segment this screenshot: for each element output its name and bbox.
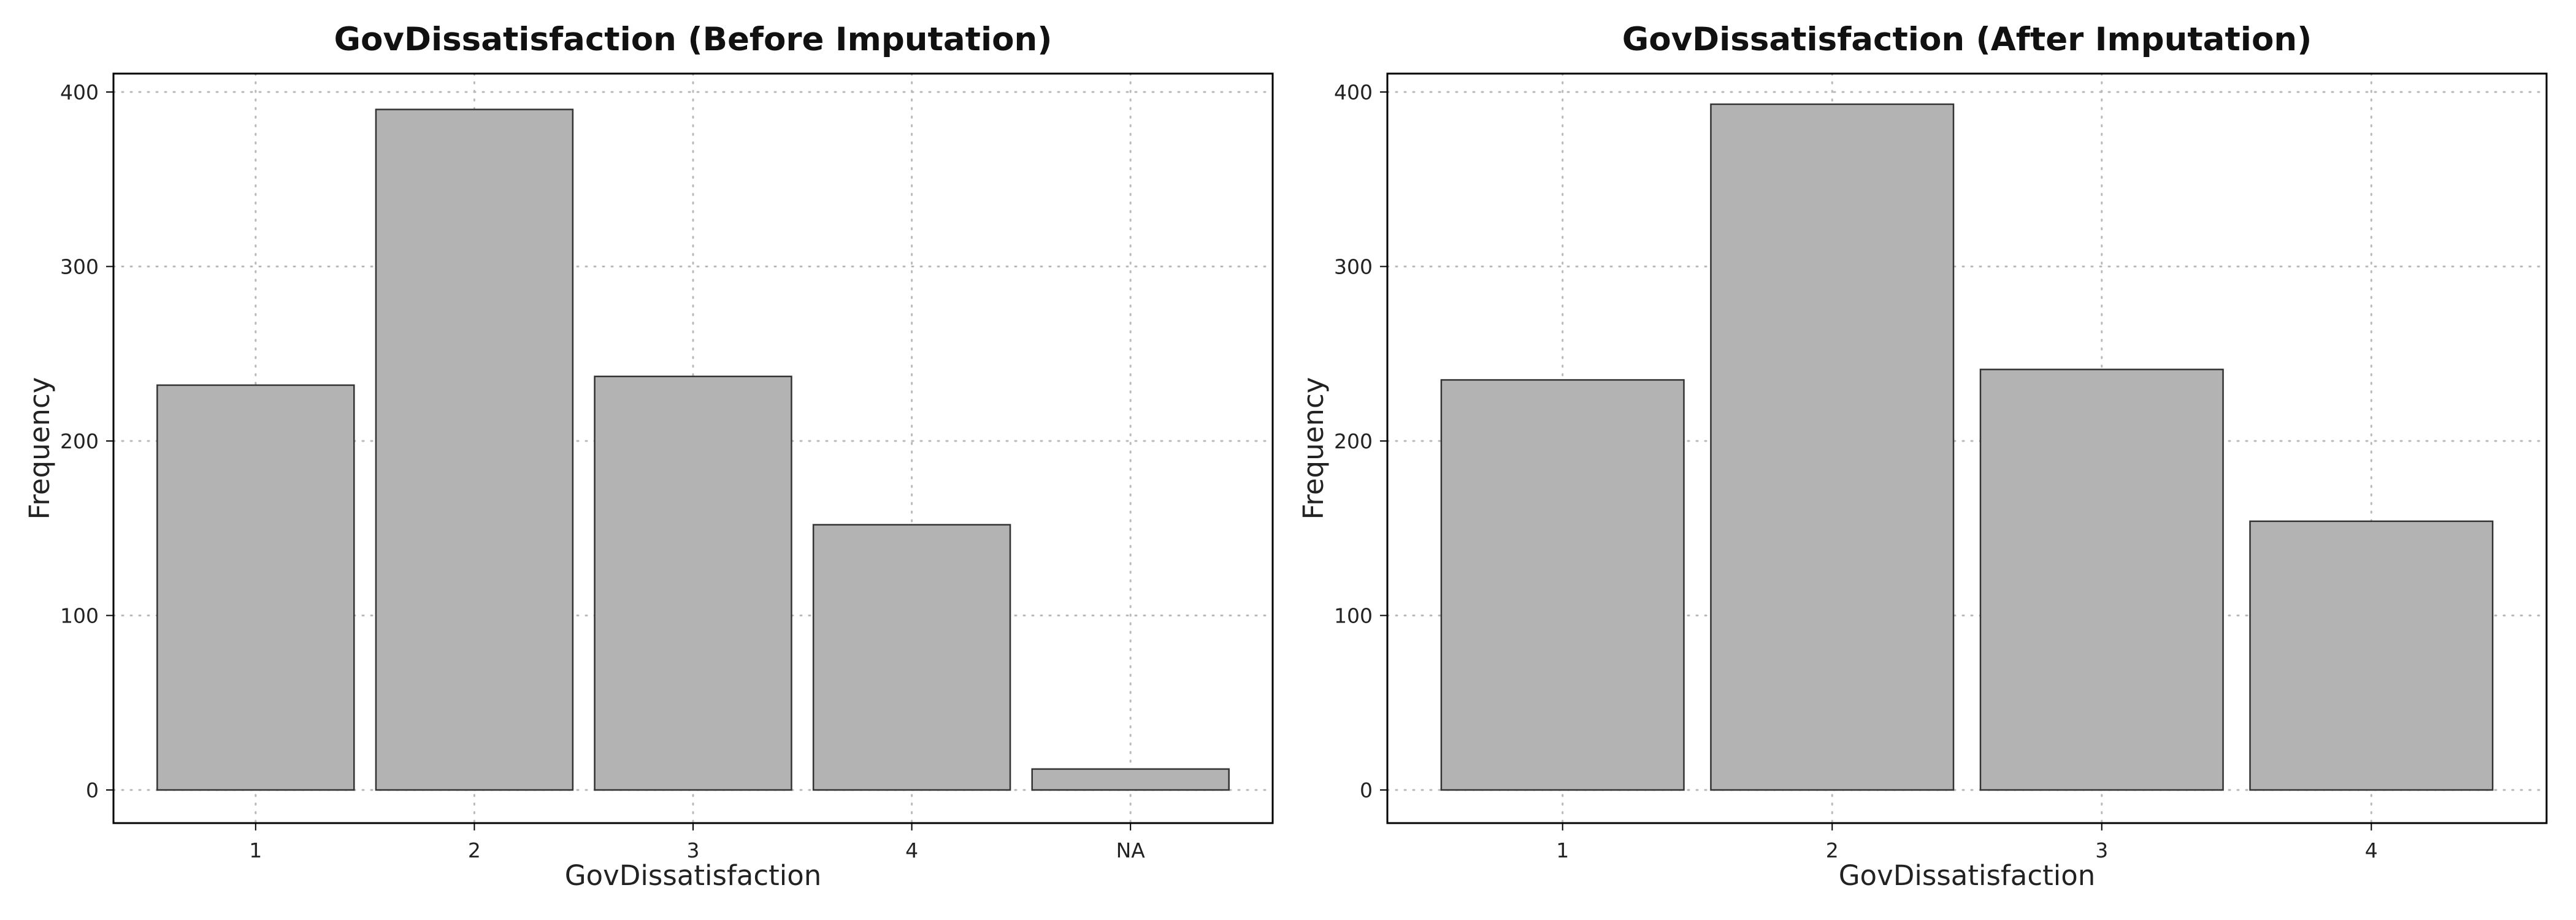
y-tick-label: 300: [60, 255, 99, 279]
x-tick-label: 1: [249, 838, 262, 862]
bar-1: [1440, 379, 1685, 791]
bar-4: [2249, 520, 2494, 791]
chart-title: GovDissatisfaction (Before Imputation): [334, 21, 1052, 58]
bar-3: [1979, 369, 2224, 791]
chart-title: GovDissatisfaction (After Imputation): [1622, 21, 2312, 58]
x-tick-label: 4: [905, 838, 918, 862]
y-tick-label: 100: [60, 604, 99, 628]
x-tick-label: 4: [2365, 838, 2378, 862]
y-axis-label: Frequency: [1297, 377, 1330, 519]
y-ticks: 0 100 200 300 400: [60, 80, 113, 802]
y-tick-label: 0: [1360, 778, 1373, 802]
y-tick-label: 100: [1334, 604, 1373, 628]
x-axis-label: GovDissatisfaction: [565, 859, 822, 892]
x-tick-label: 3: [687, 838, 700, 862]
plot-frame: [1386, 72, 2548, 824]
x-tick-label: 1: [1556, 838, 1569, 862]
bar-2: [375, 109, 574, 791]
bar-1: [156, 384, 355, 791]
chart-before-imputation: 0 100 200 300 400 1 2 3 4 NA GovDissatisfaction (B…: [23, 21, 1274, 892]
chart-after-imputation: 0 100 200 300 400 1 2 3 4 GovDissatisfaction (Aft…: [1297, 21, 2548, 892]
y-axis-label: Frequency: [23, 377, 56, 519]
bars: [1440, 103, 2494, 791]
y-tick-label: 400: [60, 80, 99, 104]
bar-3: [594, 375, 792, 791]
x-axis-label: GovDissatisfaction: [1839, 859, 2096, 892]
x-ticks: 1 2 3 4 NA: [249, 823, 1145, 862]
x-ticks: 1 2 3 4: [1556, 823, 2378, 862]
bars: [156, 109, 1230, 791]
y-tick-label: 400: [1334, 80, 1373, 104]
y-tick-label: 0: [86, 778, 99, 802]
y-tick-label: 300: [1334, 255, 1373, 279]
x-tick-label: 3: [2095, 838, 2108, 862]
bar-na: [1031, 768, 1230, 791]
y-ticks: 0 100 200 300 400: [1334, 80, 1387, 802]
y-tick-label: 200: [60, 429, 99, 453]
x-tick-label: 2: [1826, 838, 1839, 862]
x-tick-label: 2: [468, 838, 481, 862]
y-tick-label: 200: [1334, 429, 1373, 453]
bar-2: [1710, 103, 1955, 791]
bar-4: [812, 524, 1011, 791]
x-tick-label: NA: [1116, 838, 1146, 862]
